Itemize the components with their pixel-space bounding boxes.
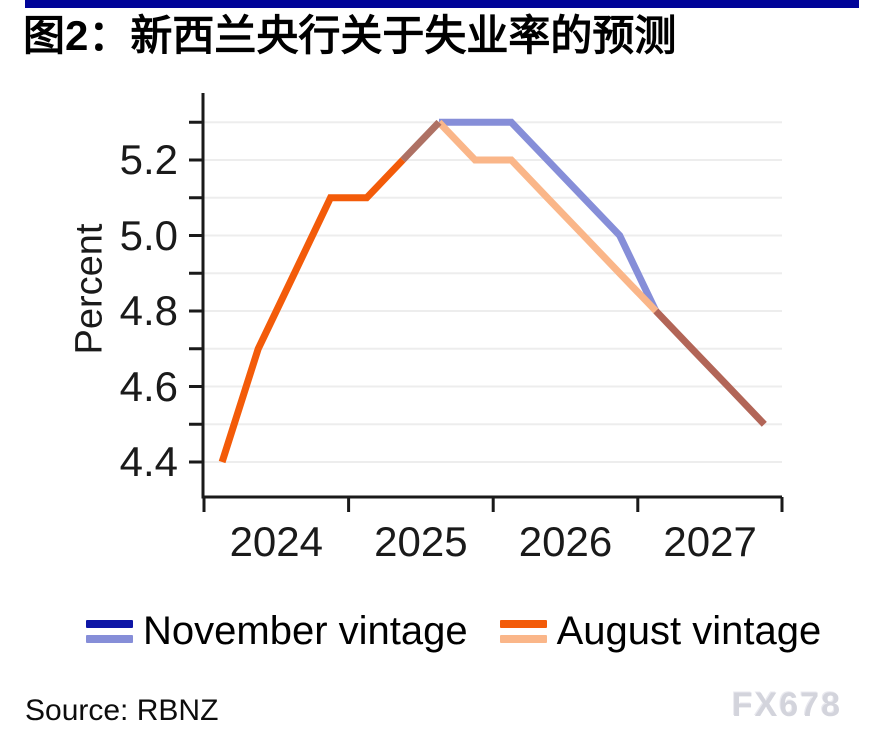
y-tick-label: 4.6 [119, 362, 178, 410]
november-dark-bar [86, 619, 133, 628]
august-swatch-icon [499, 619, 547, 643]
november-light-bar [86, 634, 133, 643]
history-line [218, 157, 406, 464]
x-tick-label: 2027 [663, 518, 757, 565]
november-swatch-icon [86, 619, 133, 643]
y-tick-label: 4.8 [119, 287, 178, 334]
x-tick-label: 2026 [518, 518, 613, 565]
legend: November vintage August vintage [86, 608, 821, 654]
legend-label-november: November vintage [143, 609, 468, 653]
legend-item-august: August vintage [499, 608, 822, 654]
x-tick-label: 2025 [374, 518, 468, 565]
chart-title: 图2：新西兰央行关于失业率的预测 [23, 12, 677, 59]
source-text: Source: RBNZ [25, 694, 219, 727]
title-accent-bar [25, 0, 859, 8]
converged-tail-line [653, 308, 767, 427]
august-light-bar [499, 634, 547, 643]
y-tick-label: 5.0 [119, 211, 178, 259]
x-tick-label: 2024 [229, 518, 324, 565]
august-dark-bar [499, 619, 547, 628]
watermark: FX678 [731, 686, 842, 724]
legend-item-november: November vintage [86, 608, 468, 654]
legend-label-august: August vintage [556, 609, 822, 653]
y-tick-label: 5.2 [119, 136, 178, 183]
november-forecast-line [439, 118, 660, 313]
august-forecast-line [436, 119, 659, 314]
peak-blend-line [400, 119, 442, 163]
y-tick-label: 4.4 [119, 438, 178, 485]
